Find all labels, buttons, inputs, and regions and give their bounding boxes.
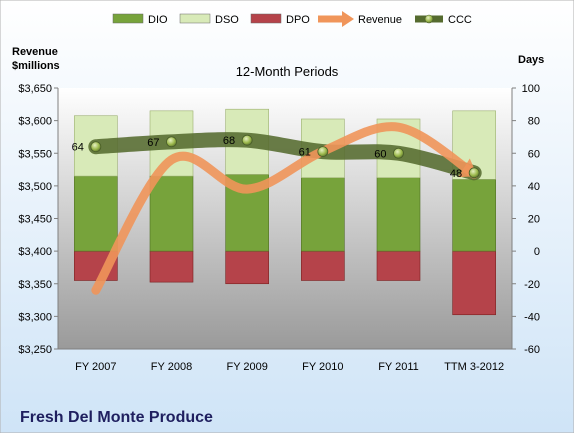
right-tick-label: 80 bbox=[528, 116, 540, 128]
left-tick-label: $3,650 bbox=[18, 83, 52, 95]
legend: DIO DSO DPO Revenue CCC bbox=[112, 11, 472, 27]
legend-swatch-dio bbox=[112, 13, 144, 24]
bar-dpo bbox=[301, 250, 345, 281]
bar-dpo bbox=[452, 250, 496, 316]
right-tick-label: 60 bbox=[528, 148, 540, 160]
left-tick-label: $3,500 bbox=[18, 181, 52, 193]
legend-label-revenue: Revenue bbox=[358, 14, 402, 26]
category-label: FY 2011 bbox=[378, 361, 419, 373]
right-tick-label: -40 bbox=[524, 311, 540, 323]
right-tick-label: -20 bbox=[524, 279, 540, 291]
right-tick-label: 100 bbox=[522, 83, 540, 95]
category-label: FY 2008 bbox=[151, 361, 192, 373]
legend-label-ccc: CCC bbox=[448, 14, 472, 26]
category-label: FY 2009 bbox=[226, 361, 267, 373]
legend-swatch-dpo bbox=[250, 13, 282, 24]
bar-dio bbox=[149, 175, 194, 252]
category-label: TTM 3-2012 bbox=[444, 361, 504, 373]
bar-dpo bbox=[225, 250, 269, 285]
ccc-data-label: 48 bbox=[450, 168, 462, 180]
right-tick-label: -60 bbox=[524, 344, 540, 356]
bar-dpo bbox=[149, 250, 194, 283]
ccc-data-label: 68 bbox=[223, 135, 235, 147]
legend-swatch-dso bbox=[179, 13, 211, 24]
legend-label-dpo: DPO bbox=[286, 14, 310, 26]
right-tick-label: 40 bbox=[528, 181, 540, 193]
category-axis: FY 2007 FY 2008 FY 2009 FY 2010 FY 2011 TTM 3… bbox=[58, 348, 512, 373]
legend-marker-ccc bbox=[424, 14, 434, 24]
left-axis: $3,250 $3,300 $3,350 $3,400 $3,450 $3,500 $3,5… bbox=[18, 83, 59, 356]
ccc-data-label: 64 bbox=[72, 142, 84, 154]
left-tick-label: $3,600 bbox=[18, 116, 52, 128]
category-label: FY 2007 bbox=[75, 361, 116, 373]
lines: 64 67 68 61 60 48 bbox=[72, 122, 482, 295]
company-name: Fresh Del Monte Produce bbox=[20, 409, 213, 426]
bar-dio bbox=[376, 177, 421, 252]
right-tick-label: 20 bbox=[528, 214, 540, 226]
bar-dio bbox=[74, 175, 118, 252]
ccc-data-label: 67 bbox=[147, 137, 159, 149]
right-axis-label: Days bbox=[518, 54, 544, 66]
ccc-line bbox=[88, 132, 482, 181]
left-tick-label: $3,450 bbox=[18, 214, 52, 226]
left-axis-label-line1: Revenue bbox=[12, 46, 58, 58]
ccc-point bbox=[166, 136, 177, 148]
revenue-line bbox=[91, 122, 479, 295]
legend-label-dso: DSO bbox=[215, 14, 239, 26]
ccc-data-label: 60 bbox=[374, 148, 386, 160]
left-tick-label: $3,350 bbox=[18, 279, 52, 291]
ccc-point bbox=[90, 141, 102, 153]
ccc-point bbox=[468, 167, 480, 179]
ccc-data-label: 61 bbox=[299, 147, 311, 159]
chart-title: 12-Month Periods bbox=[236, 64, 339, 79]
bar-dio bbox=[301, 177, 345, 252]
ccc-point bbox=[317, 146, 329, 158]
left-axis-label-line2: $millions bbox=[12, 60, 60, 72]
left-tick-label: $3,300 bbox=[18, 311, 52, 323]
left-tick-label: $3,550 bbox=[18, 148, 52, 160]
right-tick-label: 0 bbox=[534, 246, 540, 258]
ccc-point bbox=[393, 147, 404, 159]
legend-label-dio: DIO bbox=[148, 14, 168, 26]
right-axis: -60 -40 -20 0 20 40 60 80 100 bbox=[511, 83, 540, 356]
left-tick-label: $3,250 bbox=[18, 344, 52, 356]
left-tick-label: $3,400 bbox=[18, 246, 52, 258]
bar-dpo bbox=[376, 250, 421, 281]
legend-arrow-revenue bbox=[342, 11, 354, 27]
category-label: FY 2010 bbox=[302, 361, 343, 373]
ccc-point bbox=[241, 134, 253, 146]
plot-area bbox=[58, 88, 512, 349]
bar-dio bbox=[452, 179, 496, 252]
